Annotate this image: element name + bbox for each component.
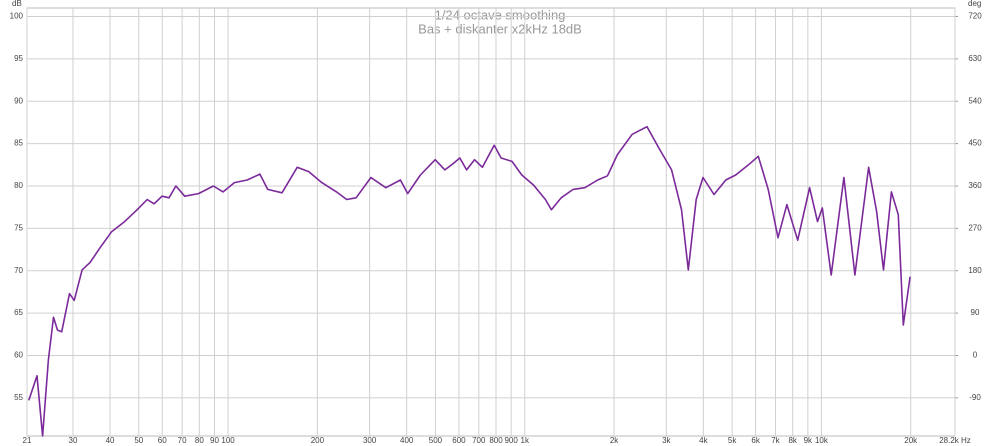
x-tick-label: 40 bbox=[106, 436, 115, 445]
x-tick-label: 60 bbox=[158, 436, 167, 445]
y-tick-label: 95 bbox=[14, 54, 23, 63]
x-tick-label: 21 bbox=[23, 436, 32, 445]
x-tick-label: 500 bbox=[429, 436, 443, 445]
x-tick-label: 800 bbox=[489, 436, 503, 445]
y-tick-label: 75 bbox=[14, 223, 23, 232]
x-tick-label: 600 bbox=[452, 436, 466, 445]
y2-tick-label: 540 bbox=[968, 96, 982, 105]
chart-subtitle: Bas + diskanter x2kHz 18dB bbox=[418, 21, 582, 36]
x-tick-label: 7k bbox=[771, 436, 780, 445]
y-tick-label: 60 bbox=[14, 351, 23, 360]
y-tick-label: 65 bbox=[14, 308, 23, 317]
x-tick-label: 2k bbox=[610, 436, 619, 445]
chart-title: 1/24 octave smoothing bbox=[435, 7, 566, 22]
y-tick-label: 55 bbox=[14, 393, 23, 402]
x-tick-label: 4k bbox=[699, 436, 708, 445]
y-tick-label: 100 bbox=[10, 12, 24, 21]
x-tick-label: 1k bbox=[521, 436, 530, 445]
x-tick-label: 70 bbox=[178, 436, 187, 445]
y2-tick-label: 270 bbox=[968, 223, 982, 232]
x-tick-label: 100 bbox=[221, 436, 235, 445]
y2-tick-label: 360 bbox=[968, 181, 982, 190]
x-tick-label: 20k bbox=[904, 436, 918, 445]
x-tick-label: 3k bbox=[662, 436, 671, 445]
x-tick-label: 90 bbox=[210, 436, 219, 445]
x-tick-label: 6k bbox=[751, 436, 760, 445]
y2-tick-label: 450 bbox=[968, 139, 982, 148]
x-tick-label: 50 bbox=[134, 436, 143, 445]
y2-axis-label: deg bbox=[968, 0, 981, 8]
x-tick-label: 300 bbox=[363, 436, 377, 445]
response-line bbox=[28, 125, 911, 437]
x-tick-label: 28.2k Hz bbox=[939, 436, 971, 445]
y-tick-label: 80 bbox=[14, 181, 23, 190]
y2-tick-label: 90 bbox=[971, 308, 980, 317]
x-tick-label: 80 bbox=[195, 436, 204, 445]
x-tick-label: 30 bbox=[69, 436, 78, 445]
x-tick-label: 5k bbox=[728, 436, 737, 445]
y-tick-label: 85 bbox=[14, 139, 23, 148]
x-tick-label: 400 bbox=[400, 436, 414, 445]
x-tick-label: 8k bbox=[788, 436, 797, 445]
y2-tick-label: 0 bbox=[973, 351, 978, 360]
y2-tick-label: 720 bbox=[968, 12, 982, 21]
x-tick-label: 700 bbox=[472, 436, 486, 445]
x-tick-label: 900 bbox=[504, 436, 518, 445]
x-tick-label: 10k bbox=[815, 436, 829, 445]
y-tick-label: 70 bbox=[14, 266, 23, 275]
x-tick-label: 200 bbox=[311, 436, 325, 445]
y2-tick-label: -90 bbox=[969, 393, 981, 402]
x-tick-label: 9k bbox=[804, 436, 813, 445]
y2-tick-label: 630 bbox=[968, 54, 982, 63]
plot-area bbox=[26, 7, 956, 437]
y-axis-label: dB bbox=[12, 0, 22, 8]
y2-tick-label: 180 bbox=[968, 266, 982, 275]
y-tick-label: 90 bbox=[14, 96, 23, 105]
